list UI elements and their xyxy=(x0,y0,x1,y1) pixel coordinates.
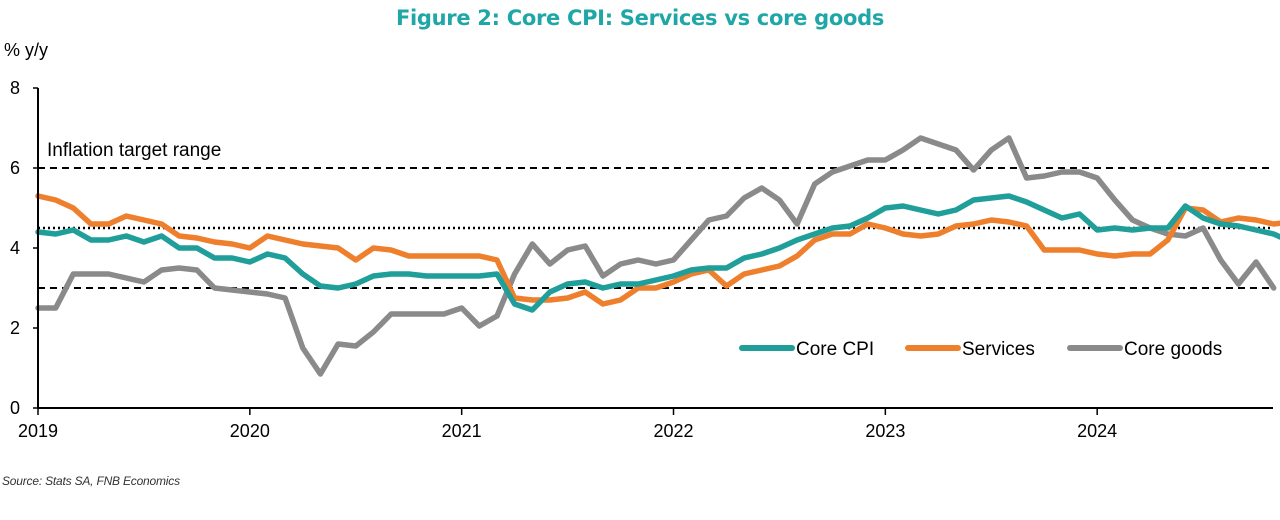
y-tick-label: 4 xyxy=(10,238,20,258)
chart-plot: 0 2 4 6 8 2019 2020 2021 2022 2023 2024 % y/y Inf… xyxy=(4,40,1280,441)
x-tick-label: 2021 xyxy=(442,421,482,441)
series-line-services xyxy=(35,193,1280,307)
x-tick-label: 2022 xyxy=(653,421,693,441)
series-line-core-cpi xyxy=(35,193,1280,313)
y-tick-label: 8 xyxy=(10,78,20,98)
y-axis-unit-label: % y/y xyxy=(4,40,48,60)
legend-label: Core CPI xyxy=(796,339,874,360)
x-tick-label: 2023 xyxy=(865,421,905,441)
source-note: Source: Stats SA, FNB Economics xyxy=(2,474,180,488)
reference-lines xyxy=(38,167,1273,289)
y-tick-label: 2 xyxy=(10,318,20,338)
series-layer xyxy=(35,135,1280,377)
legend-label: Services xyxy=(962,339,1035,360)
x-tick-label: 2024 xyxy=(1077,421,1117,441)
y-tick-label: 0 xyxy=(10,398,20,418)
legend: Core CPI Services Core goods xyxy=(739,339,1222,360)
series-line-core-goods xyxy=(35,135,1277,377)
x-tick-label: 2020 xyxy=(230,421,270,441)
legend-label: Core goods xyxy=(1124,339,1222,360)
y-ticks: 0 2 4 6 8 xyxy=(10,78,38,418)
axes xyxy=(37,88,1273,409)
inflation-target-annotation: Inflation target range xyxy=(47,140,221,161)
x-ticks: 2019 2020 2021 2022 2023 2024 xyxy=(18,408,1117,441)
chart-title: Figure 2: Core CPI: Services vs core goo… xyxy=(395,6,885,30)
y-tick-label: 6 xyxy=(10,158,20,178)
x-tick-label: 2019 xyxy=(18,421,58,441)
